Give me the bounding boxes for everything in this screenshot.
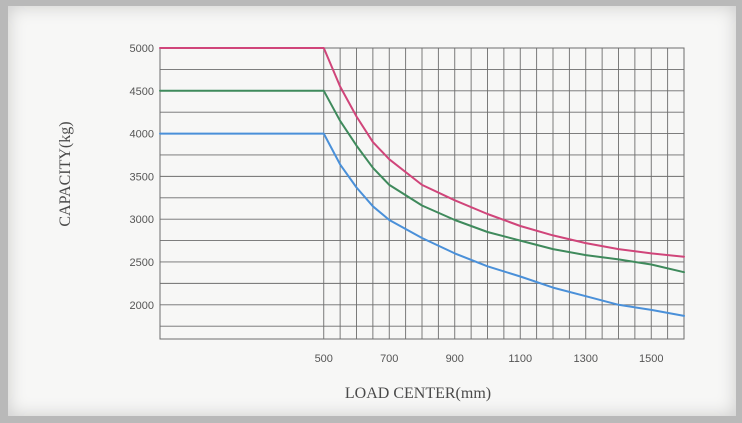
y-tick-label: 2500 <box>130 257 154 269</box>
x-tick-label: 500 <box>315 353 333 365</box>
x-tick-label: 900 <box>446 353 464 365</box>
x-axis-ticks: 500 700 900 1100 1300 1500 <box>315 353 664 365</box>
chart-card: 500 700 900 1100 1300 1500 2000 2500 3000 3500 40… <box>8 6 736 416</box>
grid <box>159 47 685 340</box>
x-tick-label: 700 <box>380 353 398 365</box>
y-tick-label: 3000 <box>130 214 154 226</box>
y-tick-label: 2000 <box>130 300 154 312</box>
x-tick-label: 1100 <box>508 353 532 365</box>
y-tick-label: 3500 <box>130 171 154 183</box>
series-line-1 <box>159 47 685 258</box>
series-line-2 <box>159 89 685 274</box>
x-axis-title: LOAD CENTER(mm) <box>345 385 491 402</box>
y-axis-title: CAPACITY(kg) <box>57 121 74 226</box>
series-lines <box>159 47 685 317</box>
capacity-chart: 500 700 900 1100 1300 1500 2000 2500 3000 3500 40… <box>57 43 685 402</box>
y-axis-ticks: 2000 2500 3000 3500 4000 4500 5000 <box>130 43 154 312</box>
y-tick-label: 5000 <box>130 43 154 55</box>
x-tick-label: 1500 <box>639 353 663 365</box>
y-tick-label: 4500 <box>130 86 154 98</box>
y-tick-label: 4000 <box>130 129 154 141</box>
series-line-3 <box>159 132 685 317</box>
x-tick-label: 1300 <box>574 353 598 365</box>
